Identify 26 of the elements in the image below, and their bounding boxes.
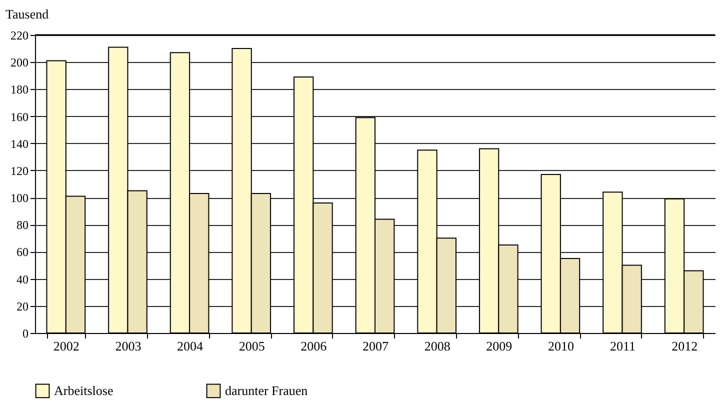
x-tick-label: 2011 (610, 338, 636, 354)
y-tick-label: 80 (16, 218, 28, 232)
x-tick-label: 2006 (300, 338, 328, 354)
y-axis-title: Tausend (6, 6, 50, 22)
x-tick-label: 2005 (238, 338, 265, 354)
y-tick-label: 60 (16, 245, 28, 260)
y-tick-label: 20 (16, 299, 28, 314)
x-tick-label: 2002 (53, 338, 80, 354)
x-tick-label: 2007 (362, 338, 389, 354)
y-tick-label: 200 (10, 56, 28, 70)
y-tick-label: 0 (22, 326, 28, 340)
y-tick-label: 140 (10, 136, 28, 151)
y-tick-label: 220 (10, 28, 28, 42)
y-tick-label: 120 (10, 164, 28, 178)
y-tick-label: 100 (10, 191, 28, 206)
y-tick-label: 160 (10, 110, 28, 124)
x-tick-label: 2009 (486, 338, 512, 354)
x-tick-label: 2010 (548, 338, 574, 354)
y-tick-label: 180 (10, 82, 28, 97)
legend-label: darunter Frauen (225, 382, 308, 398)
legend-label: Arbeitslose (54, 382, 114, 398)
y-tick-label: 40 (16, 272, 28, 286)
x-tick-label: 2003 (115, 338, 142, 354)
x-tick-label: 2012 (672, 338, 698, 354)
x-tick-label: 2008 (424, 338, 450, 354)
x-tick-label: 2004 (177, 338, 204, 354)
